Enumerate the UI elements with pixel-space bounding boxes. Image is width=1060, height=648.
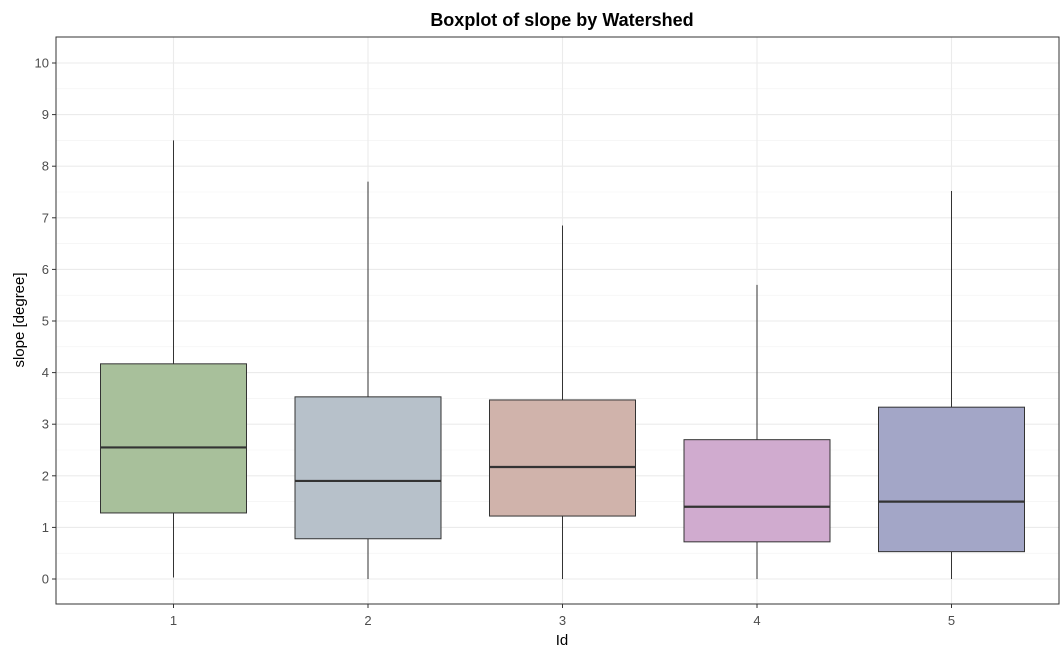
- y-tick-label: 6: [42, 262, 49, 277]
- x-tick-label: 4: [753, 613, 760, 628]
- y-tick-label: 7: [42, 210, 49, 225]
- y-tick-label: 0: [42, 572, 49, 587]
- iqr-box: [878, 406, 1025, 553]
- boxes: [100, 140, 1025, 579]
- box-1: [100, 140, 247, 578]
- iqr-box: [683, 439, 831, 543]
- box-3: [489, 225, 636, 579]
- x-tick-label: 2: [364, 613, 371, 628]
- y-axis-title: slope [degree]: [11, 272, 28, 367]
- box-2: [294, 181, 442, 579]
- y-tick-label: 1: [42, 520, 49, 535]
- x-tick-label: 1: [170, 613, 177, 628]
- y-tick-label: 8: [42, 159, 49, 174]
- iqr-box: [294, 396, 442, 540]
- box-4: [683, 284, 831, 579]
- x-axis: 1 2 3 4 5: [170, 604, 955, 628]
- y-tick-label: 4: [42, 365, 49, 380]
- y-tick-label: 5: [42, 314, 49, 329]
- y-tick-label: 3: [42, 417, 49, 432]
- x-axis-title: Id: [556, 632, 569, 648]
- y-tick-label: 9: [42, 107, 49, 122]
- y-tick-label: 10: [35, 56, 49, 71]
- x-tick-label: 3: [559, 613, 566, 628]
- iqr-box: [489, 399, 636, 517]
- chart-title: Boxplot of slope by Watershed: [430, 10, 693, 30]
- y-axis: 0 1 2 3 4 5 6 7 8 9 10: [35, 56, 56, 587]
- box-5: [878, 190, 1025, 579]
- y-tick-label: 2: [42, 468, 49, 483]
- iqr-box: [100, 363, 247, 514]
- x-tick-label: 5: [948, 613, 955, 628]
